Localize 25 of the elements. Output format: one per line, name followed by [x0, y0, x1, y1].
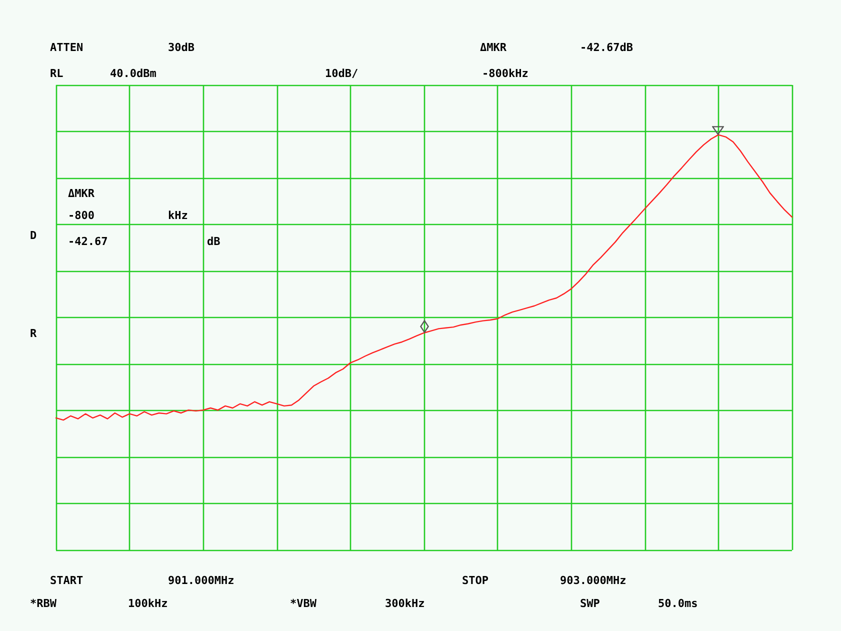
- text: D: [30, 229, 37, 242]
- text: 30dB: [168, 41, 195, 54]
- text: START: [50, 574, 84, 587]
- annotation: -42.67: [68, 235, 108, 248]
- text: -42.67dB: [580, 41, 634, 54]
- annotation: kHz: [168, 209, 188, 222]
- text: ATTEN: [50, 41, 84, 54]
- text: STOP: [462, 574, 489, 587]
- text: ΔMKR: [480, 41, 507, 54]
- text: 903.000MHz: [560, 574, 626, 587]
- text: 40.0dBm: [110, 67, 157, 80]
- annotation: dB: [207, 235, 221, 248]
- text: *VBW: [290, 597, 317, 610]
- annotation: ΔMKR: [68, 187, 95, 200]
- text: 10dB/: [325, 67, 358, 80]
- text: 300kHz: [385, 597, 425, 610]
- text: RL: [50, 67, 64, 80]
- annotation: -800: [68, 209, 94, 222]
- text: R: [30, 327, 37, 340]
- text: *RBW: [30, 597, 57, 610]
- text: 50.0ms: [658, 597, 698, 610]
- text: SWP: [580, 597, 600, 610]
- text: -800kHz: [482, 67, 528, 80]
- text: 901.000MHz: [168, 574, 234, 587]
- text: 100kHz: [128, 597, 168, 610]
